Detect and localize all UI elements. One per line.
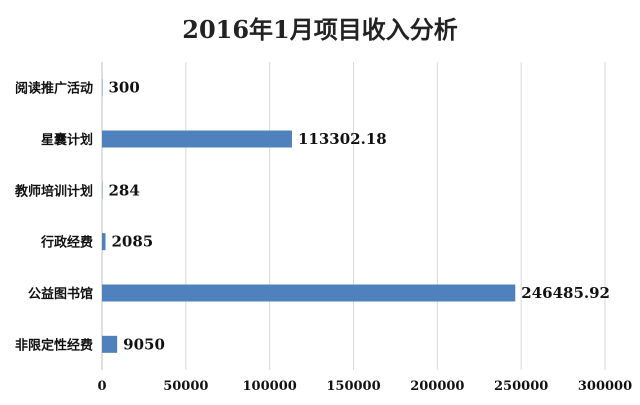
chart-title: 2016年1月项目收入分析: [182, 15, 458, 44]
category-label: 阅读推广活动: [15, 81, 93, 97]
data-label: 246485.92: [521, 284, 610, 302]
bar-layer: [102, 79, 516, 353]
x-tick-label: 250000: [494, 379, 548, 394]
bar: [102, 284, 516, 302]
x-tick-label: 200000: [410, 379, 464, 394]
category-label: 非限定性经费: [15, 337, 93, 353]
grid-layer: [101, 62, 606, 370]
x-tick-label: 300000: [578, 379, 632, 394]
tick-layer: 0 50000 100000 150000 200000 250000 300000: [97, 379, 632, 394]
category-label: 教师培训计划: [14, 183, 93, 199]
x-tick-label: 50000: [163, 379, 208, 394]
bar: [102, 233, 106, 251]
x-tick-label: 100000: [243, 379, 297, 394]
data-label: 284: [108, 181, 139, 199]
bar: [102, 335, 118, 353]
bar: [102, 79, 103, 97]
x-tick-label: 150000: [326, 379, 380, 394]
label-layer: 阅读推广活动 300 星囊计划 113302.18 教师培训计划 284 行政经费 2085 公…: [14, 79, 610, 354]
category-label: 公益图书馆: [28, 286, 93, 302]
category-label: 行政经费: [40, 235, 93, 251]
data-label: 113302.18: [298, 130, 387, 148]
x-tick-label: 0: [97, 379, 106, 394]
bar: [102, 130, 292, 148]
data-label: 300: [109, 79, 140, 97]
data-label: 2085: [111, 233, 153, 251]
data-label: 9050: [123, 335, 165, 353]
category-label: 星囊计划: [41, 132, 93, 148]
